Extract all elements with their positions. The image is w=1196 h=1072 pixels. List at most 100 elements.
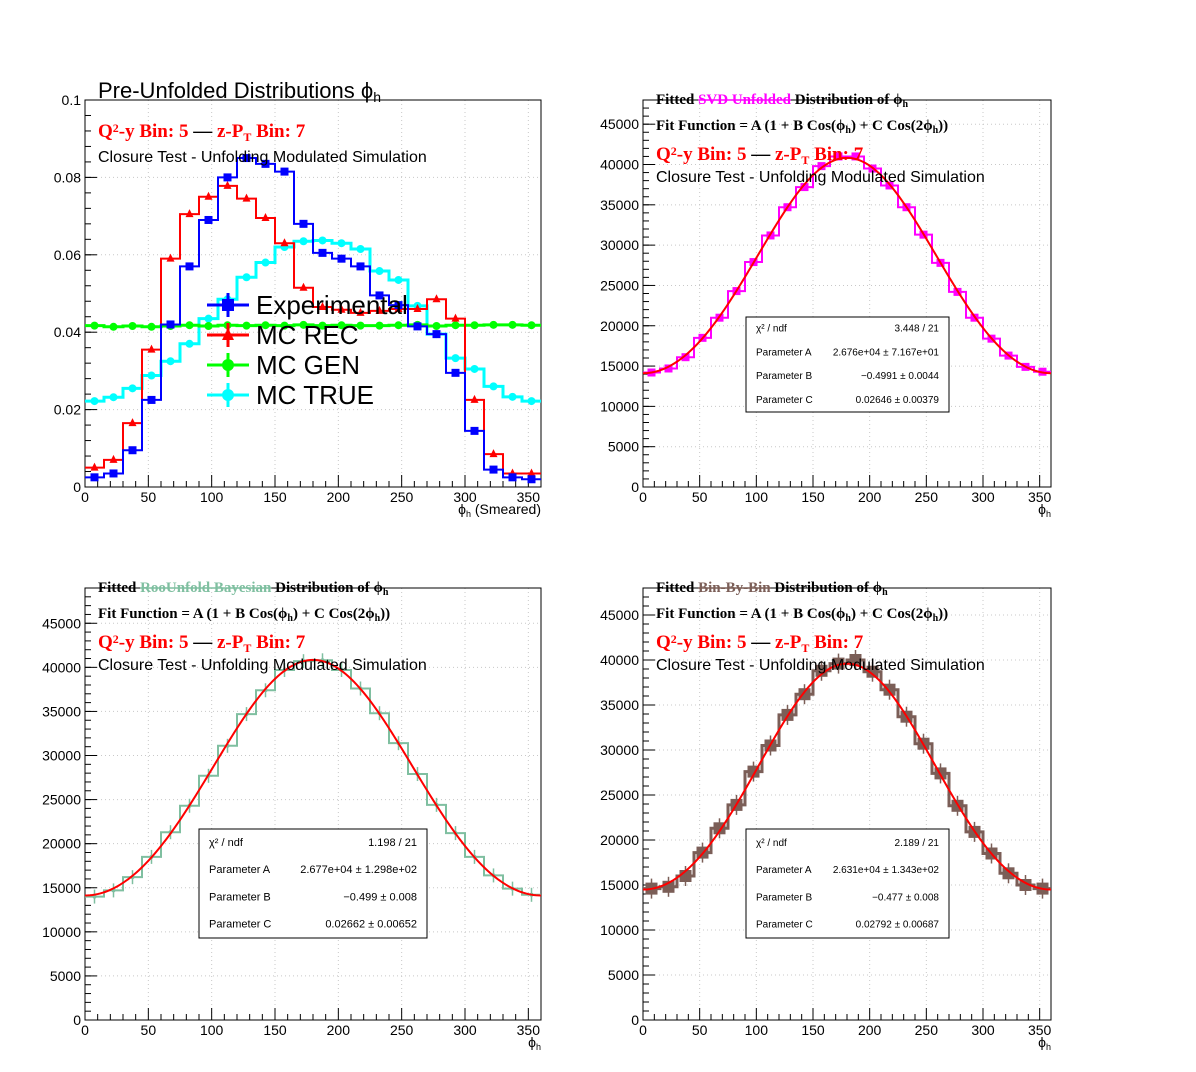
y-tick-label: 5000 [608, 967, 639, 983]
x-axis-label-part: (Smeared) [471, 501, 541, 517]
fit-function-label-part: h [933, 613, 939, 624]
fit-curve [84, 658, 542, 897]
data-point [375, 291, 384, 300]
stats-label: Parameter C [756, 920, 813, 931]
data-point [527, 468, 536, 477]
data-point [222, 299, 234, 311]
panel-title-part: RooUnfold Bayesian [140, 580, 272, 596]
x-axis-label: ϕh [1038, 501, 1051, 519]
svd-panel: 0 50 100 150 200 250 300 350 0 5000 10000 15000 2000… [600, 92, 1051, 519]
y-tick-label: 0.04 [54, 324, 81, 340]
stats-value: 1.198 / 21 [368, 837, 417, 849]
x-tick-label: 0 [639, 1022, 647, 1038]
stats-value: 0.02792 ± 0.00687 [856, 920, 940, 931]
bin-label-part: -y Bin: 5 [119, 121, 193, 142]
x-axis-label: ϕh [528, 1034, 541, 1052]
x-axis-label: ϕh [1038, 1034, 1051, 1052]
y-tick-label: 45000 [600, 116, 639, 132]
data-point [280, 321, 289, 330]
data-point [356, 244, 365, 253]
data-point [394, 301, 403, 310]
panel-title-part: Fitted [98, 580, 140, 596]
closure-subtitle: Closure Test - Unfolding Modulated Simul… [98, 149, 427, 166]
fit-function-label-part: )) [938, 118, 948, 134]
data-point [681, 353, 690, 362]
stats-label: Parameter A [209, 864, 271, 876]
x-tick-label: 200 [327, 489, 351, 505]
bin-label-part: Bin: 7 [809, 632, 863, 653]
data-point [166, 320, 175, 329]
data-point [222, 389, 234, 401]
y-tick-label: 5000 [50, 968, 81, 984]
stats-label: Parameter B [756, 892, 812, 903]
y-tick-label: 30000 [600, 742, 639, 758]
x-tick-label: 100 [200, 1022, 224, 1038]
x-axis-label-part: h [1046, 1042, 1051, 1052]
x-tick-label: 350 [1028, 1022, 1052, 1038]
y-tick-label: 0 [631, 479, 639, 495]
stats-box: χ² / ndf 1.198 / 21 Parameter A 2.677e+04 ±… [198, 828, 428, 939]
bin-label-part: 2 [113, 632, 119, 646]
data-point [800, 183, 809, 192]
y-tick-label: 0.02 [54, 402, 81, 418]
fit-function-label-part: h [375, 613, 381, 624]
data-point [337, 321, 346, 330]
data-point [527, 397, 536, 406]
data-point [432, 322, 441, 331]
data-point [223, 180, 232, 189]
legend-label: Experimental [256, 290, 408, 320]
histogram-line [643, 658, 1051, 891]
y-tick-label: 10000 [42, 924, 81, 940]
x-tick-label: 50 [692, 489, 708, 505]
fit-function-label-part: Fit Function = A (1 + B Cos(ϕ [656, 606, 845, 622]
x-tick-label: 300 [971, 1022, 995, 1038]
x-tick-label: 200 [858, 489, 882, 505]
stats-label: Parameter A [756, 865, 812, 876]
series-line [85, 157, 541, 481]
x-axis-label-part: ϕ [1038, 1034, 1046, 1050]
panel-title-part: Distribution of ϕ [271, 580, 382, 596]
stats-value: −0.4991 ± 0.0044 [861, 371, 939, 382]
stats-value: 2.189 / 21 [895, 838, 940, 849]
data-point [299, 219, 308, 228]
data-point [851, 152, 860, 161]
data-point [109, 454, 118, 463]
data-point [242, 273, 251, 282]
y-tick-label: 0 [73, 1012, 81, 1028]
x-tick-label: 50 [692, 1022, 708, 1038]
x-tick-label: 0 [639, 489, 647, 505]
panel-title: Fitted SVD Unfolded Distribution of ϕh [656, 92, 908, 110]
x-tick-label: 0 [81, 1022, 89, 1038]
x-axis-label-part: ϕ [458, 501, 466, 517]
stats-label: Parameter B [756, 371, 812, 382]
data-point [147, 395, 156, 404]
series-mc-rec [85, 180, 541, 477]
data-point [375, 305, 384, 314]
y-tick-label: 30000 [42, 748, 81, 764]
data-point [222, 359, 234, 371]
bin-label-part: z-P [212, 121, 244, 142]
data-point [242, 321, 251, 330]
fit-function-label-part: )) [380, 606, 390, 622]
data-point [318, 321, 327, 330]
y-tick-label: 35000 [600, 197, 639, 213]
fit-function-label-part: h [287, 613, 293, 624]
bin-label-part: T [243, 130, 251, 144]
fit-function-label-part: ) + C Cos(2ϕ [293, 606, 375, 622]
fit-function-label: Fit Function = A (1 + B Cos(ϕh) + C Cos(… [656, 118, 948, 136]
data-point [128, 446, 137, 455]
y-tick-label: 40000 [42, 659, 81, 675]
x-tick-label: 150 [263, 489, 287, 505]
bin-label-part: -y Bin: 5 [677, 144, 751, 165]
stats-label: χ² / ndf [756, 838, 787, 849]
data-point [451, 313, 460, 322]
x-axis-label-part: ϕ [528, 1034, 536, 1050]
data-point [109, 469, 118, 478]
y-tick-label: 10000 [600, 922, 639, 938]
data-point [166, 253, 175, 262]
x-axis-label-part: ϕ [1038, 501, 1046, 517]
bin-label-part: — [750, 144, 771, 165]
data-point [261, 213, 270, 222]
data-point [90, 397, 99, 406]
data-point [147, 371, 156, 380]
